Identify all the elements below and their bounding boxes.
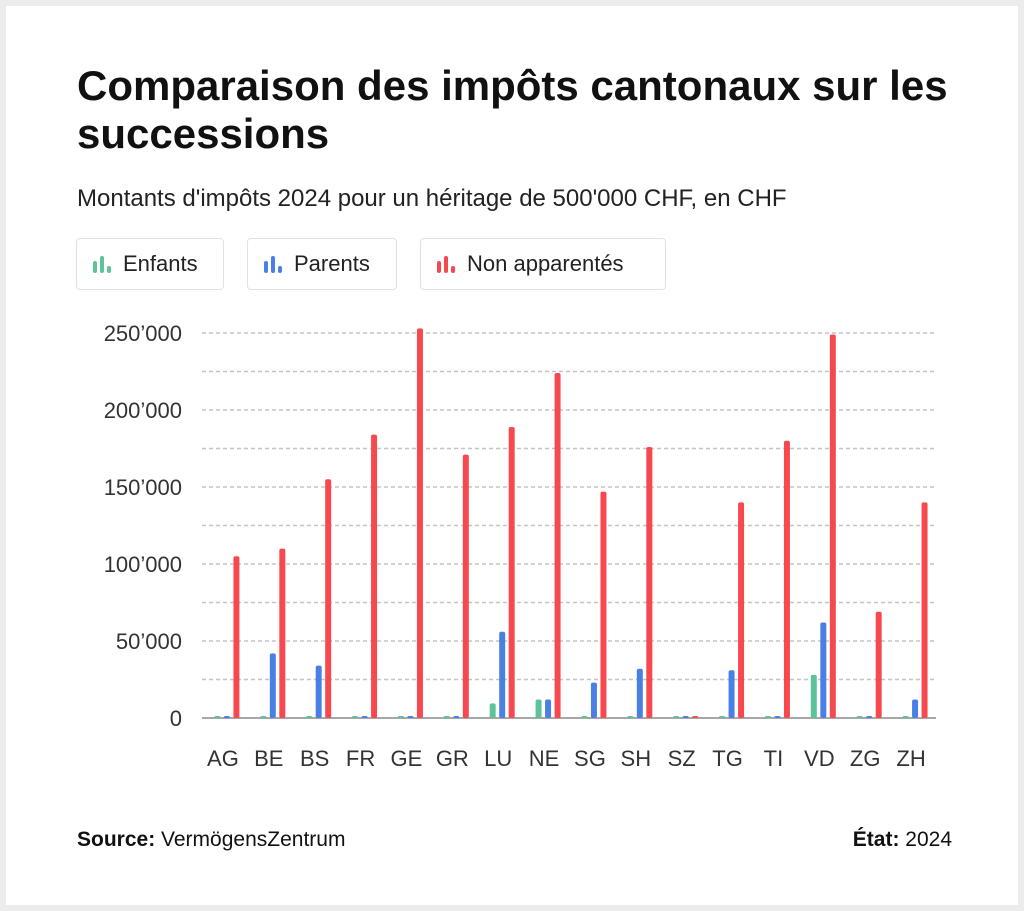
bar-ag-parents <box>223 716 230 718</box>
x-tick-label: SG <box>574 746 606 771</box>
x-tick-label: ZH <box>896 746 925 771</box>
bar-tg-non-apparentes <box>738 502 745 718</box>
y-tick-label: 150’000 <box>104 475 182 500</box>
bar-fr-parents <box>361 716 368 718</box>
bar-ge-non-apparentes <box>416 328 423 718</box>
bar-ag-non-apparentes <box>233 556 240 718</box>
bar-ge-enfants <box>397 716 404 718</box>
y-tick-label: 0 <box>170 706 182 731</box>
x-tick-label: TG <box>712 746 743 771</box>
y-tick-label: 50’000 <box>116 629 182 654</box>
x-tick-label: SZ <box>668 746 696 771</box>
source-label: Source: <box>77 828 156 851</box>
bar-zg-parents <box>866 716 873 718</box>
bar-tg-enfants <box>719 716 726 718</box>
x-tick-label: GR <box>436 746 469 771</box>
bar-ag-enfants <box>214 716 221 718</box>
bar-lu-non-apparentes <box>508 426 515 718</box>
bar-sh-enfants <box>627 716 634 718</box>
legend-label: Enfants <box>123 251 198 276</box>
bar-zg-non-apparentes <box>875 611 882 718</box>
x-tick-label: NE <box>529 746 560 771</box>
state-note: État: 2024 <box>853 828 952 852</box>
bar-ti-parents <box>774 716 781 718</box>
bar-fr-enfants <box>352 716 359 718</box>
bar-gr-non-apparentes <box>462 454 469 718</box>
source-note: Source: VermögensZentrum <box>77 828 345 852</box>
x-tick-label: LU <box>484 746 512 771</box>
bar-sg-enfants <box>581 716 588 718</box>
source-value: VermögensZentrum <box>161 828 346 851</box>
bar-fr-non-apparentes <box>371 434 378 718</box>
bar-vd-enfants <box>810 674 817 718</box>
bar-zh-enfants <box>902 716 909 718</box>
bar-zg-enfants <box>856 716 863 718</box>
bar-ne-enfants <box>535 699 542 718</box>
y-tick-label: 100’000 <box>104 552 182 577</box>
bar-chart-icon <box>264 256 282 273</box>
bar-bs-parents <box>315 665 322 718</box>
legend-item-enfants[interactable]: Enfants <box>76 238 224 290</box>
legend-item-parents[interactable]: Parents <box>247 238 397 290</box>
bar-bs-non-apparentes <box>325 479 332 718</box>
bar-zh-parents <box>912 699 919 718</box>
x-tick-label: VD <box>804 746 835 771</box>
bar-lu-parents <box>499 631 506 718</box>
bar-chart-icon <box>437 256 455 273</box>
legend-item-non-apparentes[interactable]: Non apparentés <box>420 238 666 290</box>
bar-ti-enfants <box>764 716 771 718</box>
bar-sz-enfants <box>673 716 680 718</box>
bar-zh-non-apparentes <box>921 502 928 718</box>
state-value: 2024 <box>905 828 952 851</box>
y-tick-label: 250’000 <box>104 321 182 346</box>
x-tick-label: BE <box>254 746 283 771</box>
bar-chart-icon <box>93 256 111 273</box>
bar-sh-parents <box>636 668 643 718</box>
chart-title: Comparaison des impôts cantonaux sur les… <box>77 62 948 157</box>
bar-ne-non-apparentes <box>554 373 561 718</box>
legend-label: Non apparentés <box>467 251 624 276</box>
bar-gr-enfants <box>443 716 450 718</box>
bar-be-parents <box>269 653 276 718</box>
bar-sh-non-apparentes <box>646 446 653 718</box>
bar-sz-non-apparentes <box>692 716 699 718</box>
legend-label: Parents <box>294 251 370 276</box>
bar-tg-parents <box>728 670 735 718</box>
bar-gr-parents <box>453 716 460 718</box>
bar-be-non-apparentes <box>279 548 286 718</box>
chart-subtitle: Montants d'impôts 2024 pour un héritage … <box>77 185 787 212</box>
x-tick-label: GE <box>391 746 423 771</box>
y-tick-label: 200’000 <box>104 398 182 423</box>
x-tick-label: ZG <box>850 746 881 771</box>
bar-bs-enfants <box>306 716 313 718</box>
x-tick-label: AG <box>207 746 239 771</box>
bar-sz-parents <box>682 716 689 718</box>
bar-ne-parents <box>545 699 552 718</box>
chart-card: Comparaison des impôts cantonaux sur les… <box>6 6 1018 905</box>
bar-chart: 0 50’000 100’000 150’000 200’000 250’000 AG BE B… <box>104 321 936 771</box>
bar-lu-enfants <box>489 703 496 718</box>
x-tick-label: BS <box>300 746 329 771</box>
bar-sg-parents <box>590 682 597 718</box>
bar-ti-non-apparentes <box>783 440 790 718</box>
bar-be-enfants <box>260 716 267 718</box>
state-label: État: <box>852 828 900 851</box>
x-tick-label: TI <box>764 746 784 771</box>
bar-sg-non-apparentes <box>600 491 607 718</box>
bar-vd-parents <box>820 622 827 718</box>
x-tick-label: SH <box>621 746 652 771</box>
x-tick-label: FR <box>346 746 375 771</box>
bar-ge-parents <box>407 716 414 718</box>
bar-vd-non-apparentes <box>829 334 836 718</box>
